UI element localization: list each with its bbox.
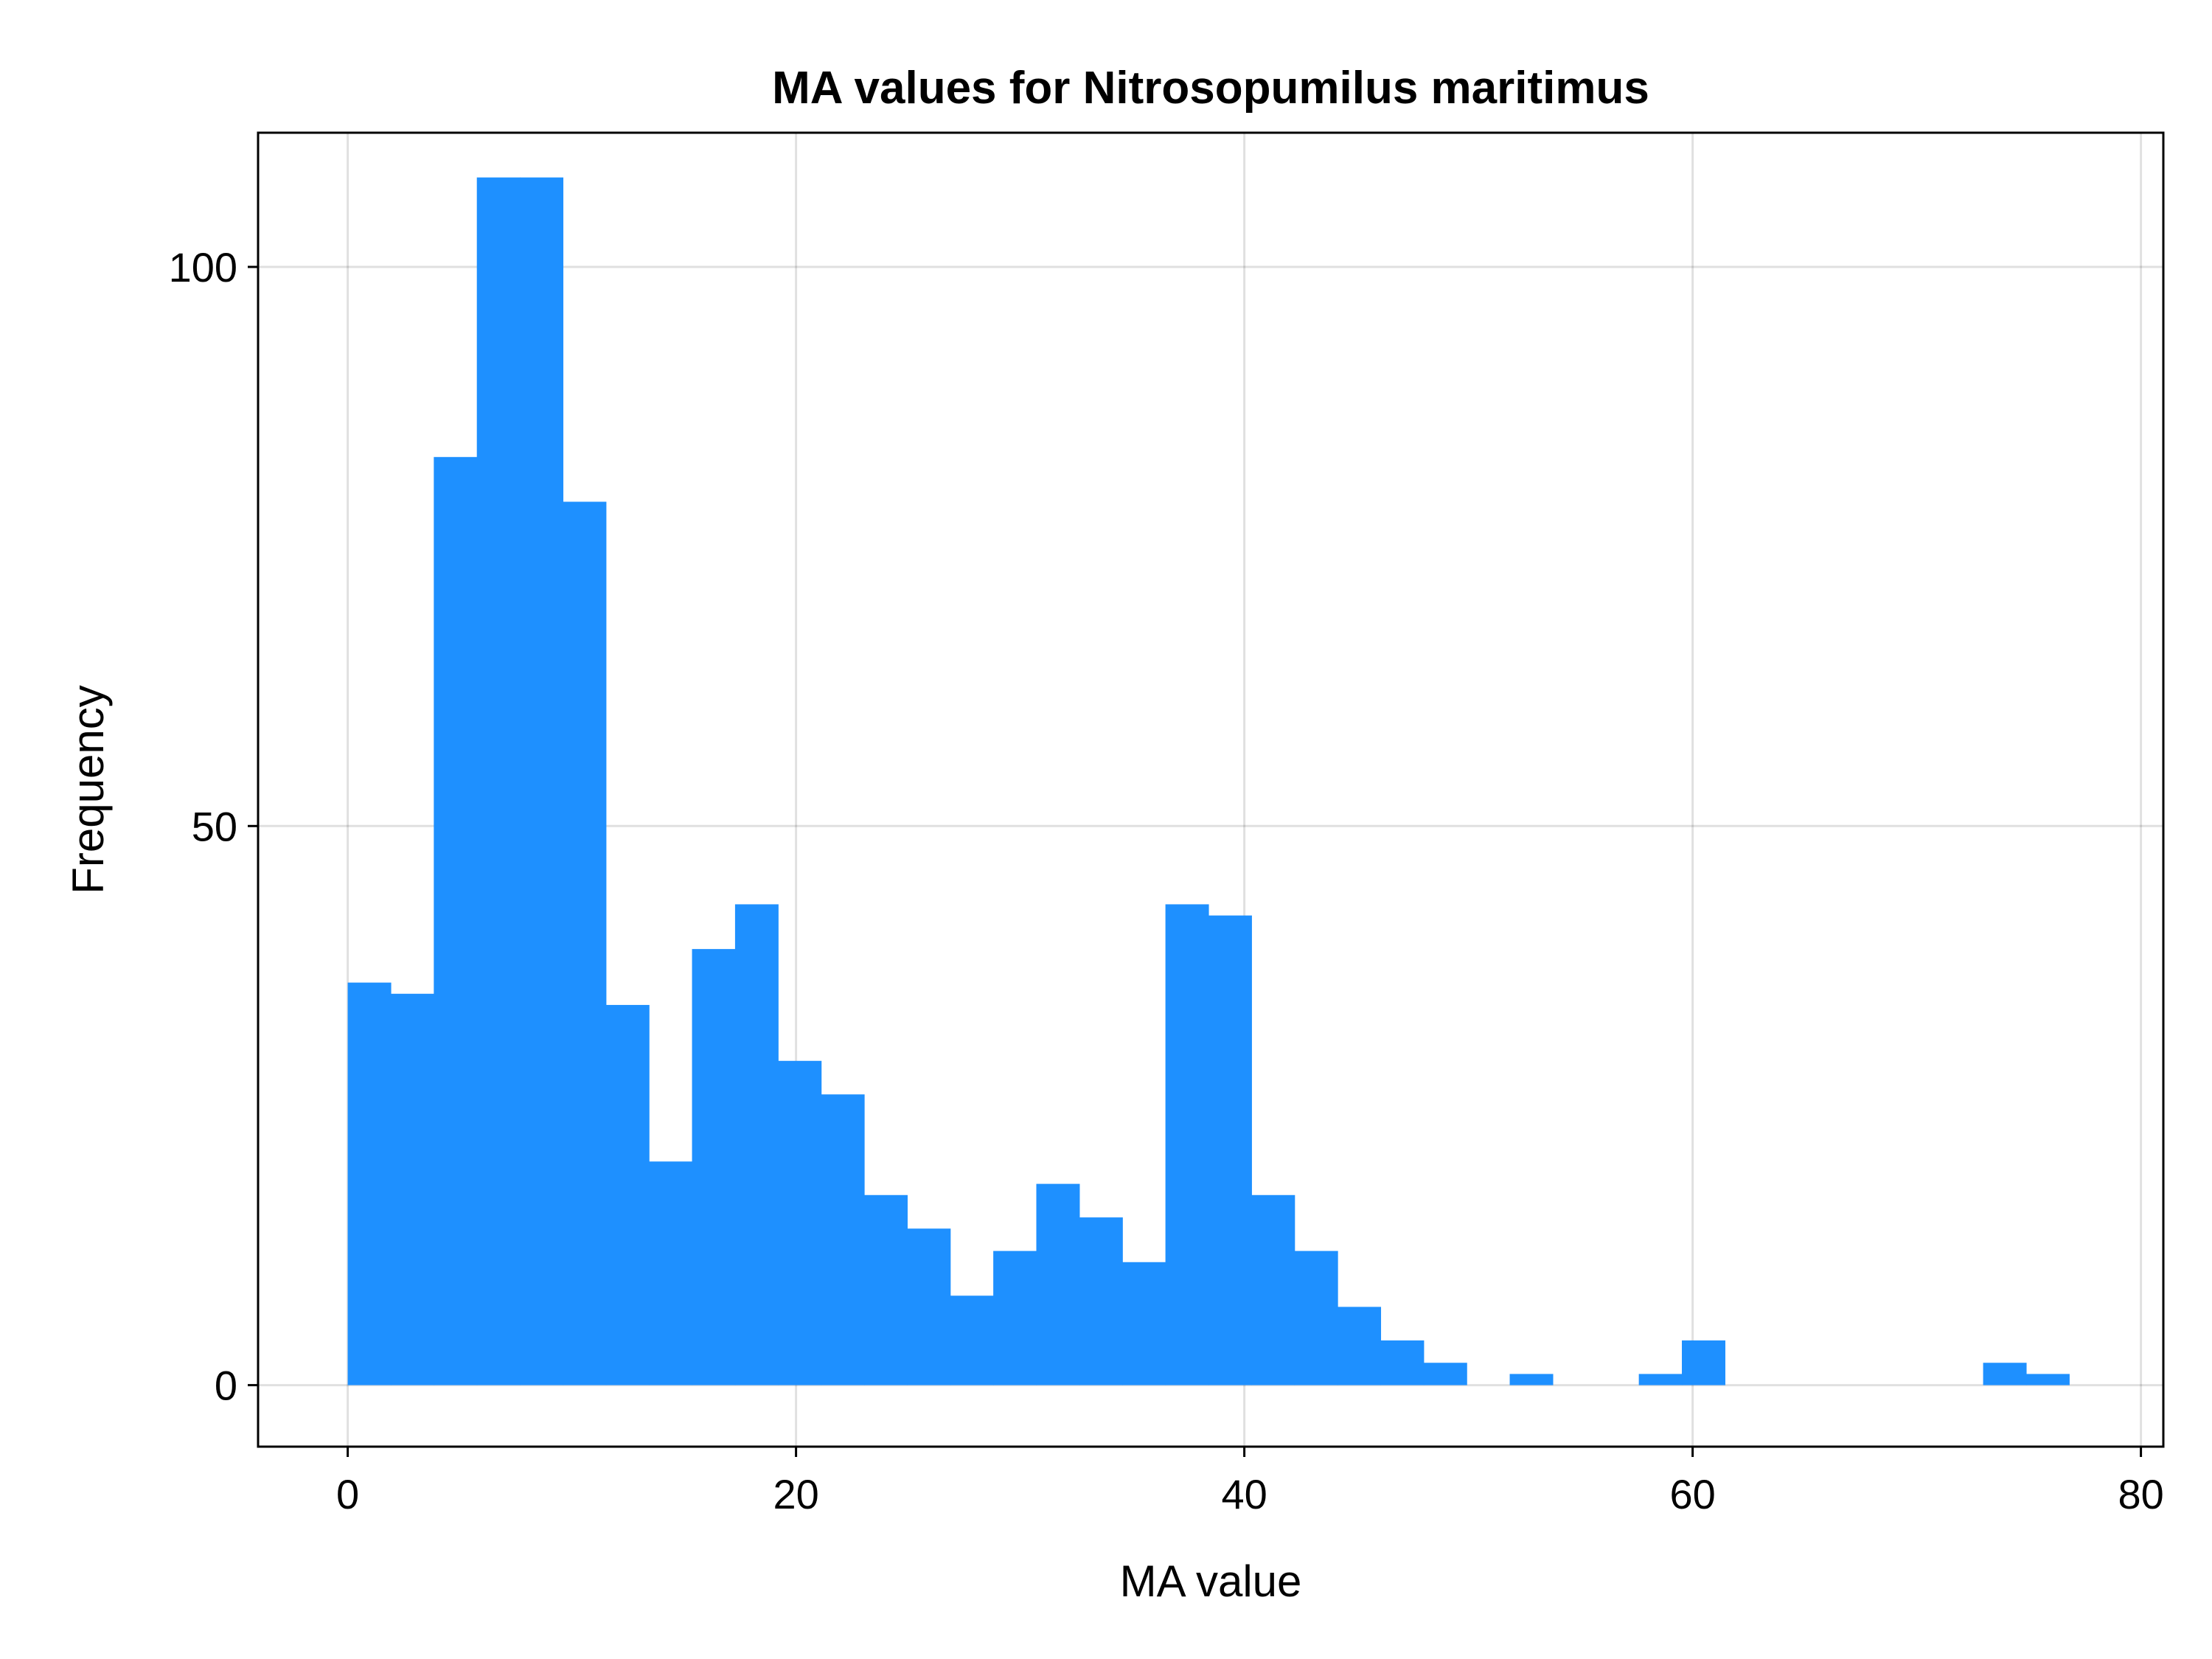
histogram-bar — [993, 1251, 1037, 1385]
histogram-bar — [1036, 1183, 1080, 1385]
histogram-bar — [649, 1161, 693, 1385]
y-tick-label: 100 — [169, 244, 237, 291]
histogram-bar — [1423, 1363, 1467, 1385]
histogram-bar — [2025, 1374, 2070, 1385]
bars — [347, 177, 2070, 1385]
histogram-bar — [520, 177, 564, 1385]
x-tick-label: 80 — [2118, 1471, 2163, 1517]
histogram-bar — [1251, 1194, 1295, 1385]
histogram-bar — [1165, 904, 1209, 1385]
histogram-bar — [1294, 1251, 1338, 1385]
histogram-bar — [778, 1060, 822, 1385]
histogram-bar — [434, 456, 478, 1385]
x-tick-label: 20 — [773, 1471, 818, 1517]
x-axis-ticks: 0 20 40 60 80 — [336, 1447, 2164, 1517]
x-tick-label: 40 — [1221, 1471, 1267, 1517]
histogram-bar — [390, 993, 434, 1385]
x-axis-label: MA value — [1120, 1557, 1302, 1606]
histogram-bar — [1682, 1340, 1725, 1385]
histogram-bar — [950, 1295, 994, 1385]
histogram-bar — [821, 1094, 865, 1385]
y-axis-label: Frequency — [63, 685, 113, 894]
y-axis-ticks: 0 50 100 — [169, 244, 258, 1409]
histogram-bar — [692, 949, 736, 1385]
x-tick-label: 0 — [336, 1471, 359, 1517]
histogram-bar — [907, 1228, 951, 1385]
histogram-bar — [347, 982, 392, 1385]
histogram-bar — [1208, 915, 1252, 1385]
y-tick-label: 50 — [192, 803, 237, 849]
histogram-bar — [563, 501, 607, 1385]
histogram-bar — [1122, 1262, 1166, 1385]
histogram-bar — [1983, 1363, 2027, 1385]
histogram-bar — [1338, 1307, 1382, 1385]
histogram-bar — [1079, 1217, 1123, 1385]
histogram-bar — [864, 1194, 908, 1385]
histogram-bar — [1380, 1340, 1425, 1385]
histogram-bar — [476, 177, 521, 1385]
histogram-bar — [734, 904, 779, 1385]
y-tick-label: 0 — [215, 1363, 237, 1409]
histogram-bar — [1638, 1374, 1683, 1385]
chart-title: MA values for Nitrosopumilus maritimus — [772, 63, 1649, 114]
x-tick-label: 60 — [1669, 1471, 1715, 1517]
histogram-bar — [1509, 1374, 1554, 1385]
plot-frame — [257, 131, 2165, 1448]
histogram-bar — [605, 1004, 650, 1385]
